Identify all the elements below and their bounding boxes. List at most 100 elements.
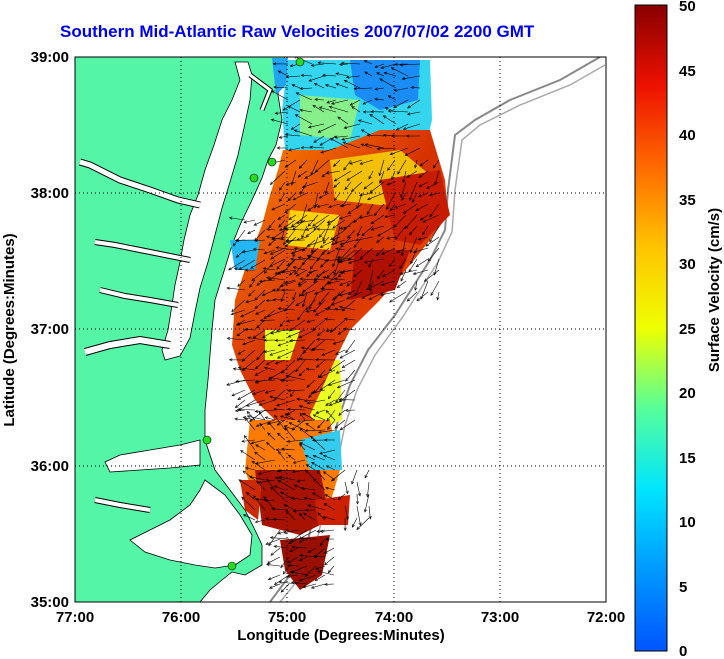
radar-site-marker bbox=[249, 173, 259, 183]
velocity-arrow bbox=[388, 95, 397, 101]
velocity-arrowhead bbox=[325, 402, 329, 406]
velocity-arrow bbox=[299, 109, 313, 113]
velocity-arrow bbox=[253, 219, 266, 226]
velocity-arrow bbox=[404, 147, 421, 156]
velocity-arrowhead bbox=[346, 177, 350, 181]
velocity-arrowhead bbox=[329, 138, 334, 142]
velocity-arrow bbox=[292, 192, 308, 201]
velocity-arrowhead bbox=[407, 105, 411, 109]
velocity-arrowhead bbox=[363, 60, 368, 64]
velocity-arrowhead bbox=[388, 263, 393, 268]
velocity-arrowhead bbox=[266, 478, 270, 482]
velocity-arrowhead bbox=[234, 409, 239, 413]
velocity-arrowhead bbox=[337, 259, 341, 263]
velocity-arrowhead bbox=[317, 425, 321, 429]
velocity-arrow bbox=[297, 419, 316, 422]
velocity-arrowhead bbox=[231, 308, 235, 313]
velocity-arrow bbox=[251, 269, 266, 281]
velocity-arrow bbox=[300, 537, 317, 540]
velocity-arrow bbox=[300, 278, 316, 281]
velocity-arrow bbox=[342, 141, 361, 149]
velocity-arrowhead bbox=[320, 264, 324, 268]
velocity-arrowhead bbox=[316, 257, 320, 262]
velocity-arrow bbox=[364, 258, 385, 263]
velocity-arrow bbox=[396, 123, 409, 131]
velocity-arrowhead bbox=[389, 152, 394, 156]
y-tick-label: 39:00 bbox=[31, 49, 69, 66]
velocity-arrow bbox=[334, 192, 341, 201]
velocity-arrow bbox=[320, 147, 337, 153]
velocity-arrowhead bbox=[307, 255, 312, 259]
velocity-arrowhead bbox=[327, 426, 331, 430]
colorbar-tick-label: 35 bbox=[679, 192, 696, 209]
velocity-arrowhead bbox=[362, 101, 367, 105]
velocity-arrowhead bbox=[314, 312, 319, 316]
velocity-arrow bbox=[262, 289, 276, 296]
velocity-arrow bbox=[300, 87, 313, 89]
velocity-arrow bbox=[307, 247, 319, 259]
velocity-arrowhead bbox=[322, 276, 327, 280]
velocity-arrow bbox=[289, 547, 299, 552]
velocity-arrowhead bbox=[261, 292, 266, 296]
velocity-arrowhead bbox=[304, 508, 309, 512]
velocity-arrowhead bbox=[284, 413, 289, 417]
velocity-arrow bbox=[332, 247, 341, 267]
velocity-arrow bbox=[346, 279, 356, 287]
velocity-arrow bbox=[312, 492, 326, 501]
velocity-arrow bbox=[339, 280, 352, 286]
velocity-arrowhead bbox=[263, 251, 268, 255]
velocity-arrow bbox=[296, 92, 313, 101]
velocity-arrow bbox=[298, 529, 317, 540]
velocity-arrowhead bbox=[308, 78, 312, 82]
velocity-arrow bbox=[409, 181, 418, 201]
velocity-arrowhead bbox=[290, 538, 294, 542]
velocity-arrow bbox=[342, 359, 356, 368]
velocity-arrowhead bbox=[292, 266, 297, 270]
velocity-arrow bbox=[331, 239, 346, 245]
velocity-arrowhead bbox=[268, 542, 272, 547]
velocity-arrowhead bbox=[310, 435, 314, 440]
velocity-arrowhead bbox=[248, 418, 253, 422]
velocity-arrow bbox=[401, 236, 407, 256]
velocity-arrow bbox=[426, 181, 440, 189]
velocity-arrow bbox=[317, 203, 330, 208]
velocity-arrow bbox=[325, 181, 330, 194]
velocity-arrowhead bbox=[394, 236, 398, 240]
velocity-arrow bbox=[238, 349, 246, 355]
velocity-arrowhead bbox=[334, 307, 338, 311]
velocity-arrowhead bbox=[284, 243, 289, 248]
velocity-arrow bbox=[322, 236, 330, 244]
velocity-arrow bbox=[255, 379, 276, 382]
velocity-arrow bbox=[290, 529, 308, 542]
velocity-arrow bbox=[278, 219, 286, 228]
velocity-arrow bbox=[360, 247, 374, 259]
x-axis-label: Longitude (Degrees:Minutes) bbox=[237, 627, 445, 644]
velocity-arrowhead bbox=[376, 147, 381, 151]
velocity-arrow bbox=[346, 170, 363, 181]
plot-frame bbox=[74, 56, 607, 603]
velocity-arrowhead bbox=[349, 102, 354, 106]
velocity-arrowhead bbox=[289, 339, 293, 343]
velocity-arrowhead bbox=[325, 171, 330, 175]
velocity-arrow bbox=[287, 192, 297, 201]
velocity-arrow bbox=[353, 214, 363, 223]
velocity-arrowhead bbox=[226, 382, 230, 386]
velocity-arrowhead bbox=[283, 504, 288, 508]
velocity-arrow bbox=[329, 106, 349, 113]
velocity-arrow bbox=[422, 214, 440, 223]
velocity-arrow bbox=[356, 481, 361, 496]
velocity-arrow bbox=[293, 266, 306, 271]
velocity-arrowhead bbox=[277, 307, 281, 311]
velocity-arrowhead bbox=[393, 88, 398, 92]
velocity-arrow bbox=[288, 147, 301, 151]
velocity-arrowhead bbox=[271, 90, 275, 94]
velocity-arrowhead bbox=[274, 476, 279, 480]
velocity-arrowhead bbox=[341, 137, 345, 141]
velocity-arrowhead bbox=[387, 95, 392, 99]
velocity-arrow bbox=[308, 75, 325, 82]
velocity-arrow bbox=[313, 219, 326, 231]
velocity-arrow bbox=[364, 493, 370, 513]
velocity-arrowhead bbox=[345, 378, 349, 382]
velocity-arrowhead bbox=[250, 441, 255, 445]
